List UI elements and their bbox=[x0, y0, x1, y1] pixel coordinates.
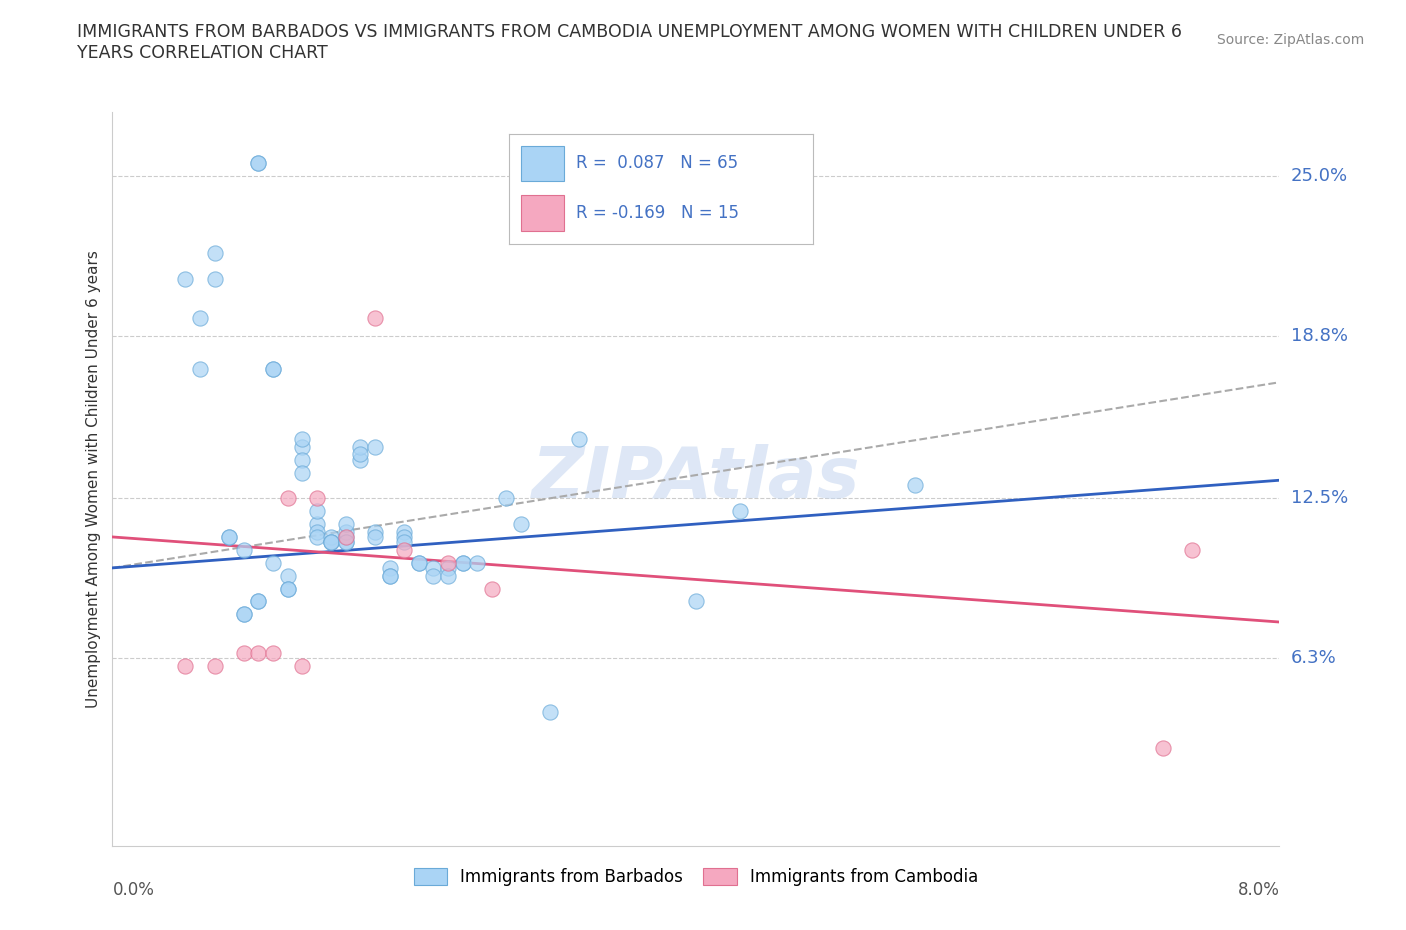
Point bbox=[232, 607, 254, 622]
Point bbox=[568, 432, 591, 446]
Text: 25.0%: 25.0% bbox=[1291, 167, 1348, 185]
Point bbox=[232, 607, 254, 622]
Point bbox=[247, 155, 270, 170]
Point bbox=[204, 272, 226, 286]
Point bbox=[305, 504, 328, 519]
Point bbox=[335, 517, 357, 532]
Point bbox=[1181, 542, 1204, 557]
Point bbox=[437, 555, 460, 570]
Point bbox=[481, 581, 503, 596]
Point bbox=[509, 517, 531, 532]
Point bbox=[394, 542, 416, 557]
Point bbox=[232, 645, 254, 660]
Point bbox=[437, 561, 460, 576]
Point bbox=[262, 645, 284, 660]
Point bbox=[422, 561, 444, 576]
Point bbox=[378, 568, 401, 583]
Text: 18.8%: 18.8% bbox=[1291, 326, 1347, 345]
Point bbox=[349, 439, 371, 454]
Point bbox=[335, 535, 357, 550]
Point bbox=[335, 525, 357, 539]
Point bbox=[408, 555, 430, 570]
Text: 6.3%: 6.3% bbox=[1291, 649, 1336, 667]
Point bbox=[291, 432, 314, 446]
Point bbox=[247, 594, 270, 609]
Point bbox=[262, 362, 284, 377]
Legend: Immigrants from Barbados, Immigrants from Cambodia: Immigrants from Barbados, Immigrants fro… bbox=[408, 861, 984, 893]
Point bbox=[321, 535, 343, 550]
Point bbox=[349, 452, 371, 467]
Text: IMMIGRANTS FROM BARBADOS VS IMMIGRANTS FROM CAMBODIA UNEMPLOYMENT AMONG WOMEN WI: IMMIGRANTS FROM BARBADOS VS IMMIGRANTS F… bbox=[77, 23, 1182, 41]
Point bbox=[276, 581, 298, 596]
Point bbox=[451, 555, 474, 570]
Text: ZIPAtlas: ZIPAtlas bbox=[531, 445, 860, 513]
Text: 12.5%: 12.5% bbox=[1291, 489, 1348, 507]
Point bbox=[291, 465, 314, 480]
Point bbox=[728, 504, 751, 519]
Point bbox=[174, 658, 197, 673]
Y-axis label: Unemployment Among Women with Children Under 6 years: Unemployment Among Women with Children U… bbox=[86, 250, 101, 708]
Point bbox=[247, 594, 270, 609]
Point bbox=[364, 311, 387, 325]
Point bbox=[232, 542, 254, 557]
Point bbox=[321, 535, 343, 550]
Point bbox=[291, 439, 314, 454]
Point bbox=[378, 561, 401, 576]
Point bbox=[451, 555, 474, 570]
Text: Source: ZipAtlas.com: Source: ZipAtlas.com bbox=[1216, 33, 1364, 46]
Point bbox=[188, 362, 211, 377]
Point bbox=[247, 645, 270, 660]
Point bbox=[291, 452, 314, 467]
Point bbox=[188, 311, 211, 325]
Point bbox=[349, 447, 371, 462]
Point bbox=[495, 491, 517, 506]
Text: YEARS CORRELATION CHART: YEARS CORRELATION CHART bbox=[77, 44, 328, 61]
Point bbox=[394, 535, 416, 550]
Point bbox=[291, 658, 314, 673]
Point bbox=[276, 568, 298, 583]
Point bbox=[262, 362, 284, 377]
Point bbox=[247, 155, 270, 170]
Point bbox=[305, 525, 328, 539]
Point bbox=[321, 535, 343, 550]
Point bbox=[335, 529, 357, 544]
Point bbox=[305, 529, 328, 544]
Point bbox=[335, 529, 357, 544]
Point bbox=[422, 568, 444, 583]
Point bbox=[904, 478, 927, 493]
Point bbox=[204, 246, 226, 260]
Point bbox=[305, 517, 328, 532]
Point bbox=[262, 555, 284, 570]
Point bbox=[394, 529, 416, 544]
Point bbox=[364, 529, 387, 544]
Point bbox=[335, 535, 357, 550]
Point bbox=[218, 529, 240, 544]
Point bbox=[538, 705, 561, 720]
Point bbox=[305, 491, 328, 506]
Point bbox=[685, 594, 707, 609]
Point bbox=[394, 525, 416, 539]
Point bbox=[378, 568, 401, 583]
Point bbox=[1152, 741, 1174, 756]
Point bbox=[364, 525, 387, 539]
Point bbox=[465, 555, 488, 570]
Text: 8.0%: 8.0% bbox=[1237, 881, 1279, 899]
Point bbox=[364, 439, 387, 454]
Text: 0.0%: 0.0% bbox=[112, 881, 155, 899]
Point bbox=[174, 272, 197, 286]
Point bbox=[408, 555, 430, 570]
Point bbox=[204, 658, 226, 673]
Point bbox=[218, 529, 240, 544]
Point bbox=[321, 529, 343, 544]
Point bbox=[437, 568, 460, 583]
Point bbox=[276, 491, 298, 506]
Point bbox=[276, 581, 298, 596]
